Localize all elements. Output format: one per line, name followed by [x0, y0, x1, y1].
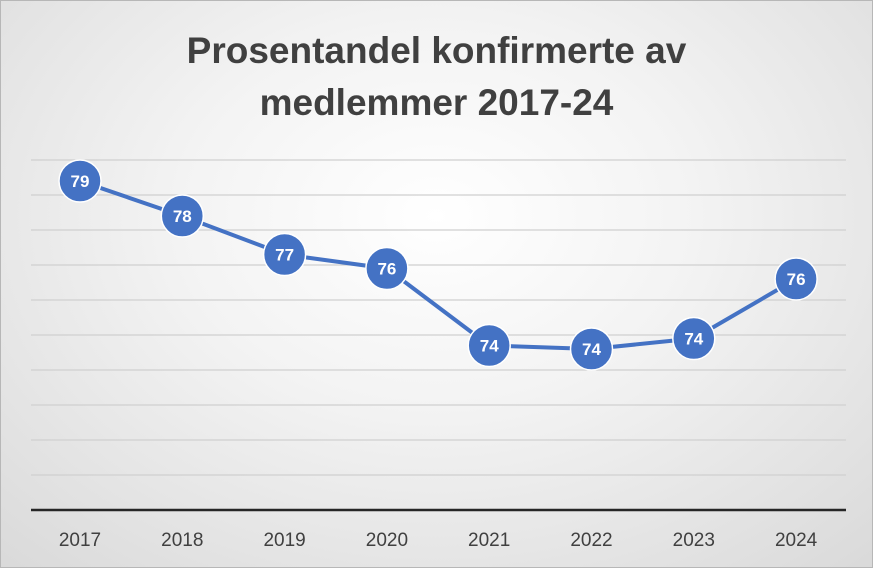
data-label: 79 [71, 172, 90, 191]
chart-title: Prosentandel konfirmerte av medlemmer 20… [1, 25, 872, 129]
x-tick-label: 2019 [263, 530, 305, 551]
data-point [467, 323, 511, 368]
data-label: 76 [787, 270, 806, 289]
data-point [58, 159, 102, 203]
data-label: 78 [173, 207, 192, 226]
data-point [672, 316, 716, 361]
chart-title-line-2: medlemmer 2017-24 [259, 82, 614, 123]
data-label: 74 [684, 330, 703, 349]
data-label: 76 [377, 260, 396, 279]
data-point [262, 232, 307, 277]
x-tick-label: 2017 [59, 530, 101, 551]
x-tick-label: 2024 [775, 530, 818, 551]
x-tick-label: 2023 [673, 530, 715, 551]
x-tick-label: 2022 [570, 530, 612, 551]
data-point [774, 257, 818, 301]
chart-title-line-1: Prosentandel konfirmerte av [186, 30, 687, 71]
data-point [160, 194, 205, 238]
x-tick-label: 2021 [468, 530, 510, 551]
x-tick-label: 2018 [161, 530, 203, 551]
data-point [569, 327, 614, 371]
data-label: 74 [582, 340, 601, 359]
x-tick-label: 2020 [366, 530, 408, 551]
data-label: 77 [275, 246, 294, 265]
data-point [365, 246, 409, 291]
data-label: 74 [480, 337, 499, 356]
